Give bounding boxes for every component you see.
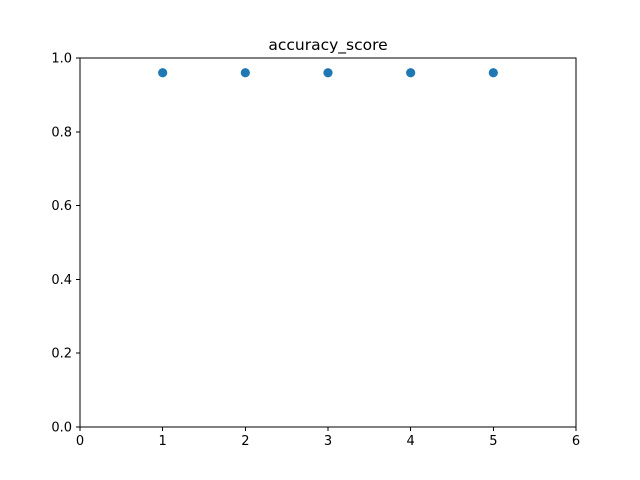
- x-tick-label: 0: [76, 434, 84, 449]
- scatter-point: [488, 68, 498, 78]
- x-tick-label: 3: [324, 434, 332, 449]
- plot-area-frame: [79, 57, 577, 428]
- scatter-point: [240, 68, 250, 78]
- scatter-point: [158, 68, 168, 78]
- y-tick-label: 0.8: [51, 125, 72, 140]
- y-tick-label: 0.0: [51, 421, 72, 436]
- y-tick-label: 0.2: [51, 347, 72, 362]
- y-tick-label: 0.6: [51, 199, 72, 214]
- scatter-point: [323, 68, 333, 78]
- x-tick-label: 2: [241, 434, 249, 449]
- x-tick-label: 1: [159, 434, 167, 449]
- chart-title: accuracy_score: [268, 36, 387, 55]
- x-tick-label: 6: [572, 434, 580, 449]
- x-tick-label: 4: [407, 434, 415, 449]
- y-tick-label: 0.4: [51, 273, 72, 288]
- scatter-point: [406, 68, 416, 78]
- x-tick-label: 5: [489, 434, 497, 449]
- y-tick-label: 1.0: [51, 52, 72, 67]
